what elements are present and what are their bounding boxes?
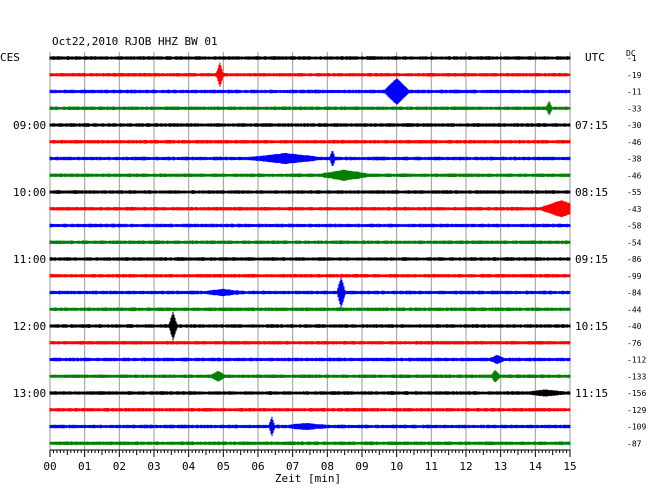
x-tick-label: 09 xyxy=(355,460,368,473)
seismic-trace xyxy=(49,200,571,218)
seismic-trace xyxy=(49,407,571,412)
seismic-trace xyxy=(49,257,571,261)
x-tick-label: 05 xyxy=(217,460,230,473)
seismic-trace xyxy=(49,416,571,437)
seismic-trace xyxy=(49,277,571,308)
right-hour-label: 08:15 xyxy=(575,186,608,199)
left-hour-label: 13:00 xyxy=(13,387,46,400)
seismic-trace xyxy=(49,78,571,105)
left-hour-label: 11:00 xyxy=(13,253,46,266)
dc-offset-label: -58 xyxy=(627,222,642,231)
dc-offset-label: -44 xyxy=(627,305,642,314)
x-tick-label: 03 xyxy=(147,460,160,473)
right-hour-label: 11:15 xyxy=(575,387,608,400)
dc-offset-label: -30 xyxy=(627,121,642,130)
x-axis: 00 01 02 03 04 05 06 07 08 09 10 11 12 13 14 15 xyxy=(43,449,577,473)
dc-header: DC xyxy=(626,49,636,58)
x-axis-label: Zeit [min] xyxy=(275,472,341,485)
dc-offset-label: -129 xyxy=(627,406,646,415)
seismic-trace xyxy=(49,240,571,245)
seismic-trace xyxy=(49,223,571,228)
seismic-trace xyxy=(49,56,571,60)
right-hour-label: 10:15 xyxy=(575,320,608,333)
x-tick-label: 11 xyxy=(425,460,438,473)
dc-offset-label: -156 xyxy=(627,389,646,398)
dc-offset-label: -46 xyxy=(627,138,642,147)
right-timezone-label: UTC xyxy=(585,51,605,64)
dc-offset-label: -38 xyxy=(627,155,642,164)
label-layer: 09:00 10:00 11:00 12:00 13:00 07:15 08:15 09:15… xyxy=(13,54,646,448)
x-tick-label: 13 xyxy=(494,460,507,473)
dc-offset-label: -55 xyxy=(627,188,642,197)
chart-title: Oct22,2010 RJOB HHZ BW 01 xyxy=(52,35,218,48)
seismic-trace xyxy=(49,389,571,397)
x-tick-label: 01 xyxy=(78,460,91,473)
seismic-trace xyxy=(49,101,571,116)
dc-offset-label: -46 xyxy=(627,171,642,180)
dc-offset-label: -76 xyxy=(627,339,642,348)
x-tick-label: 02 xyxy=(113,460,126,473)
seismic-trace xyxy=(49,441,571,446)
x-tick-label: 08 xyxy=(321,460,334,473)
seismic-trace xyxy=(49,139,571,144)
x-tick-label: 10 xyxy=(390,460,403,473)
left-hour-label: 12:00 xyxy=(13,320,46,333)
dc-offset-label: -54 xyxy=(627,238,642,247)
seismic-trace xyxy=(49,311,571,341)
x-tick-label: 14 xyxy=(529,460,543,473)
seismic-trace xyxy=(49,123,571,127)
dc-offset-label: -19 xyxy=(627,71,642,80)
dc-offset-label: -1 xyxy=(627,54,637,63)
dc-offset-label: -99 xyxy=(627,272,642,281)
seismic-trace xyxy=(49,307,571,312)
vertical-gridlines xyxy=(49,52,571,450)
seismic-trace xyxy=(49,273,571,278)
right-hour-label: 07:15 xyxy=(575,119,608,132)
x-tick-label: 06 xyxy=(251,460,264,473)
dc-offset-label: -11 xyxy=(627,88,642,97)
x-tick-label: 12 xyxy=(459,460,472,473)
dc-offset-label: -87 xyxy=(627,439,642,448)
x-tick-label: 04 xyxy=(182,460,196,473)
trace-layer xyxy=(49,56,571,446)
x-tick-label: 15 xyxy=(563,460,576,473)
dc-offset-label: -84 xyxy=(627,289,642,298)
dc-offset-label: -40 xyxy=(627,322,642,331)
x-tick-label: 07 xyxy=(286,460,299,473)
seismic-trace xyxy=(49,151,571,166)
left-hour-label: 09:00 xyxy=(13,119,46,132)
seismic-trace xyxy=(49,169,571,181)
left-hour-label: 10:00 xyxy=(13,186,46,199)
seismic-trace xyxy=(49,370,571,383)
dc-offset-label: -133 xyxy=(627,372,646,381)
dc-offset-label: -109 xyxy=(627,423,646,432)
seismic-trace xyxy=(49,354,571,365)
dc-offset-label: -112 xyxy=(627,356,646,365)
dc-offset-label: -86 xyxy=(627,255,642,264)
dc-offset-label: -33 xyxy=(627,104,642,113)
seismic-trace xyxy=(49,190,571,194)
right-hour-label: 09:15 xyxy=(575,253,608,266)
seismic-trace xyxy=(49,62,571,88)
dc-offset-label: -43 xyxy=(627,205,642,214)
left-timezone-label: CES xyxy=(0,51,20,64)
seismic-trace xyxy=(49,340,571,345)
x-tick-label: 00 xyxy=(43,460,56,473)
